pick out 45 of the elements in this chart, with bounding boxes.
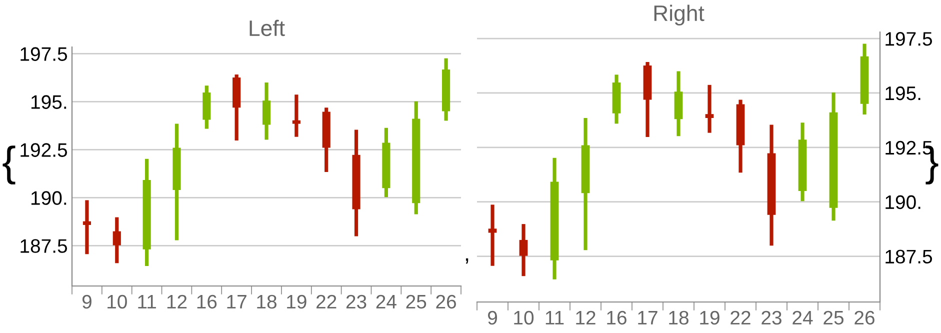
y2-tick-label: 187.5	[886, 250, 932, 264]
x-tick-label: 22	[316, 294, 336, 308]
x-tick-label: 25	[824, 310, 844, 325]
chart-title: Left	[250, 20, 285, 36]
x-tick-label: 26	[436, 294, 456, 309]
candlestick	[112, 217, 121, 264]
x-tick-label: 24	[376, 294, 396, 308]
x-tick-label: 12	[576, 310, 596, 324]
x-tick-label: 23	[762, 310, 782, 325]
x-tick-label: 25	[406, 294, 426, 309]
x-tick-label: 24	[792, 310, 813, 324]
x-tick-label: 9	[488, 310, 497, 325]
candlestick	[519, 224, 528, 276]
candlestick	[705, 84, 714, 133]
y-tick-label: 192.5	[20, 143, 68, 157]
x-tick-label: 16	[607, 310, 626, 325]
x-tick-label: 17	[227, 295, 246, 308]
x-tick-label: 11	[138, 295, 156, 308]
y-tick-label: 197.5	[20, 47, 68, 61]
x-tick-label: 10	[514, 310, 534, 325]
x-tick-label: 18	[257, 294, 276, 309]
x-tick-label: 22	[730, 310, 750, 324]
y2-tick-label: 190.	[886, 195, 920, 210]
x-tick-label: 17	[638, 311, 658, 324]
y-tick-label: 190.	[31, 191, 66, 205]
text: ,	[466, 258, 468, 264]
candlestick	[488, 204, 497, 266]
x-tick-label: 9	[82, 294, 92, 309]
y2-tick-label: 195.	[886, 86, 920, 100]
x-tick-label: 12	[167, 294, 187, 308]
x-tick-label: 16	[197, 294, 217, 309]
y-tick-label: 195.	[31, 95, 66, 109]
x-tick-label: 10	[108, 294, 127, 309]
chart-title: Right	[654, 4, 704, 26]
candlestick	[82, 200, 91, 254]
text: {	[2, 146, 16, 184]
x-tick-label: 18	[669, 310, 688, 325]
x-tick-label: 19	[287, 294, 306, 309]
x-tick-label: 19	[700, 310, 720, 325]
x-tick-label: 23	[346, 294, 366, 309]
y-tick-label: 187.5	[20, 239, 68, 253]
y2-tick-label: 197.5	[886, 32, 932, 46]
candlestick	[292, 94, 300, 137]
x-tick-label: 26	[854, 310, 874, 325]
x-tick-label: 11	[546, 311, 564, 324]
